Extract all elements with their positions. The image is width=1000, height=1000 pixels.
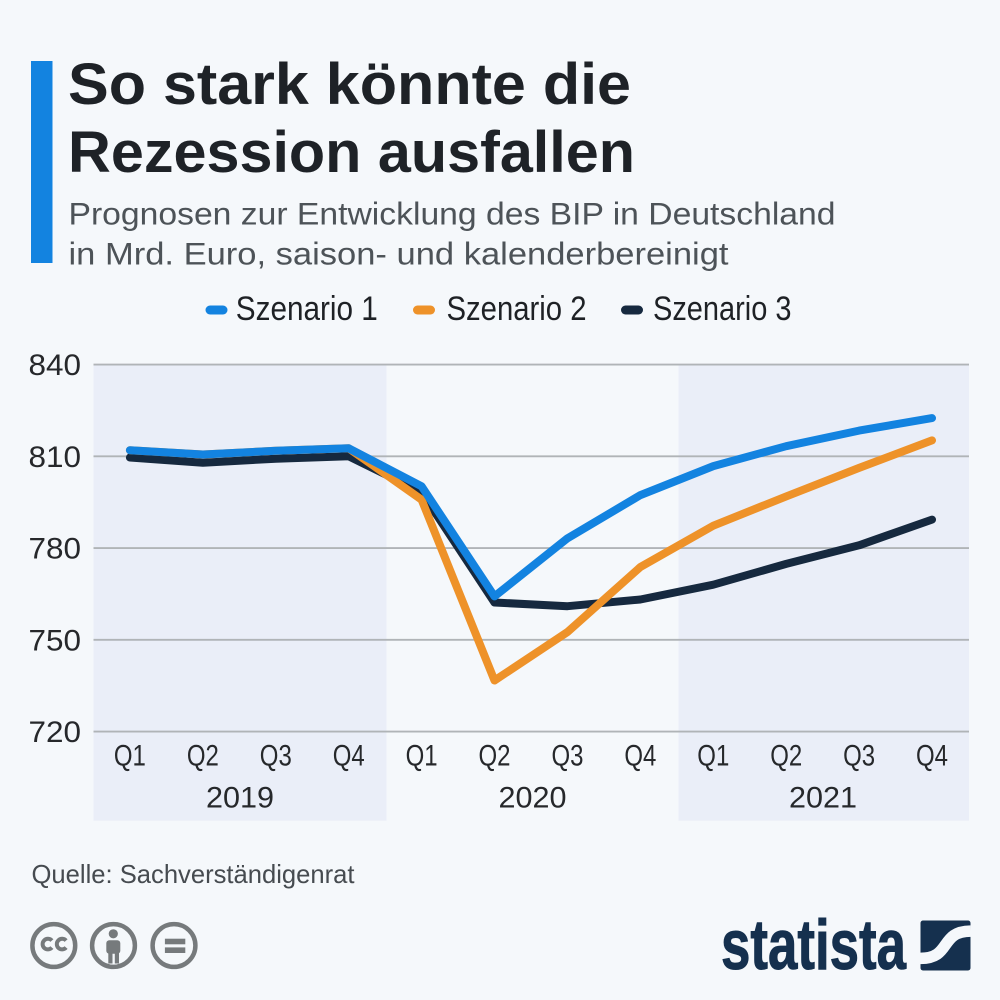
svg-text:Q3: Q3: [552, 740, 584, 773]
svg-text:Q2: Q2: [479, 740, 511, 773]
svg-text:840: 840: [29, 349, 82, 382]
svg-text:Quelle: Sachverständigenrat: Quelle: Sachverständigenrat: [32, 861, 355, 889]
svg-text:Szenario 1: Szenario 1: [236, 290, 378, 328]
svg-text:in Mrd. Euro, saison- und kale: in Mrd. Euro, saison- und kalenderberein…: [69, 237, 729, 272]
svg-text:750: 750: [29, 624, 82, 657]
svg-text:So stark könnte die: So stark könnte die: [68, 52, 631, 117]
svg-text:Q2: Q2: [770, 740, 802, 773]
svg-text:Szenario 2: Szenario 2: [447, 290, 587, 328]
svg-text:Q3: Q3: [260, 740, 292, 773]
svg-text:Q3: Q3: [843, 740, 875, 773]
svg-text:Rezession ausfallen: Rezession ausfallen: [68, 120, 635, 185]
svg-text:Q4: Q4: [333, 740, 365, 773]
svg-text:statista: statista: [721, 905, 907, 984]
svg-text:Q1: Q1: [697, 740, 729, 773]
svg-text:Q4: Q4: [916, 740, 948, 773]
svg-text:Prognosen zur Entwicklung des: Prognosen zur Entwicklung des BIP in Deu…: [69, 197, 836, 232]
svg-text:Q4: Q4: [624, 740, 656, 773]
svg-text:810: 810: [29, 441, 82, 474]
svg-text:Q1: Q1: [114, 740, 146, 773]
svg-text:Szenario 3: Szenario 3: [653, 290, 792, 328]
svg-text:720: 720: [29, 716, 82, 749]
svg-text:780: 780: [29, 533, 82, 566]
svg-text:Q1: Q1: [406, 740, 438, 773]
svg-text:Q2: Q2: [187, 740, 219, 773]
svg-text:2020: 2020: [499, 782, 567, 815]
svg-text:2019: 2019: [206, 782, 274, 815]
svg-text:2021: 2021: [789, 782, 857, 815]
